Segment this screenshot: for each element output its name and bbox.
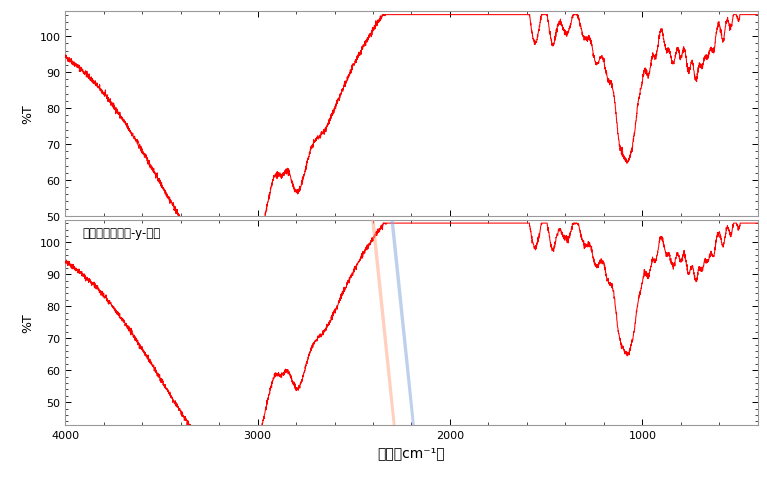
Y-axis label: %T: %T bbox=[21, 313, 34, 333]
Ellipse shape bbox=[364, 0, 428, 480]
Text: 三乙醇胺油酸盁-y-涂抖: 三乙醇胺油酸盁-y-涂抖 bbox=[83, 227, 161, 240]
Y-axis label: %T: %T bbox=[21, 104, 34, 124]
X-axis label: 波数（cm⁻¹）: 波数（cm⁻¹） bbox=[377, 445, 446, 459]
Ellipse shape bbox=[345, 0, 409, 480]
